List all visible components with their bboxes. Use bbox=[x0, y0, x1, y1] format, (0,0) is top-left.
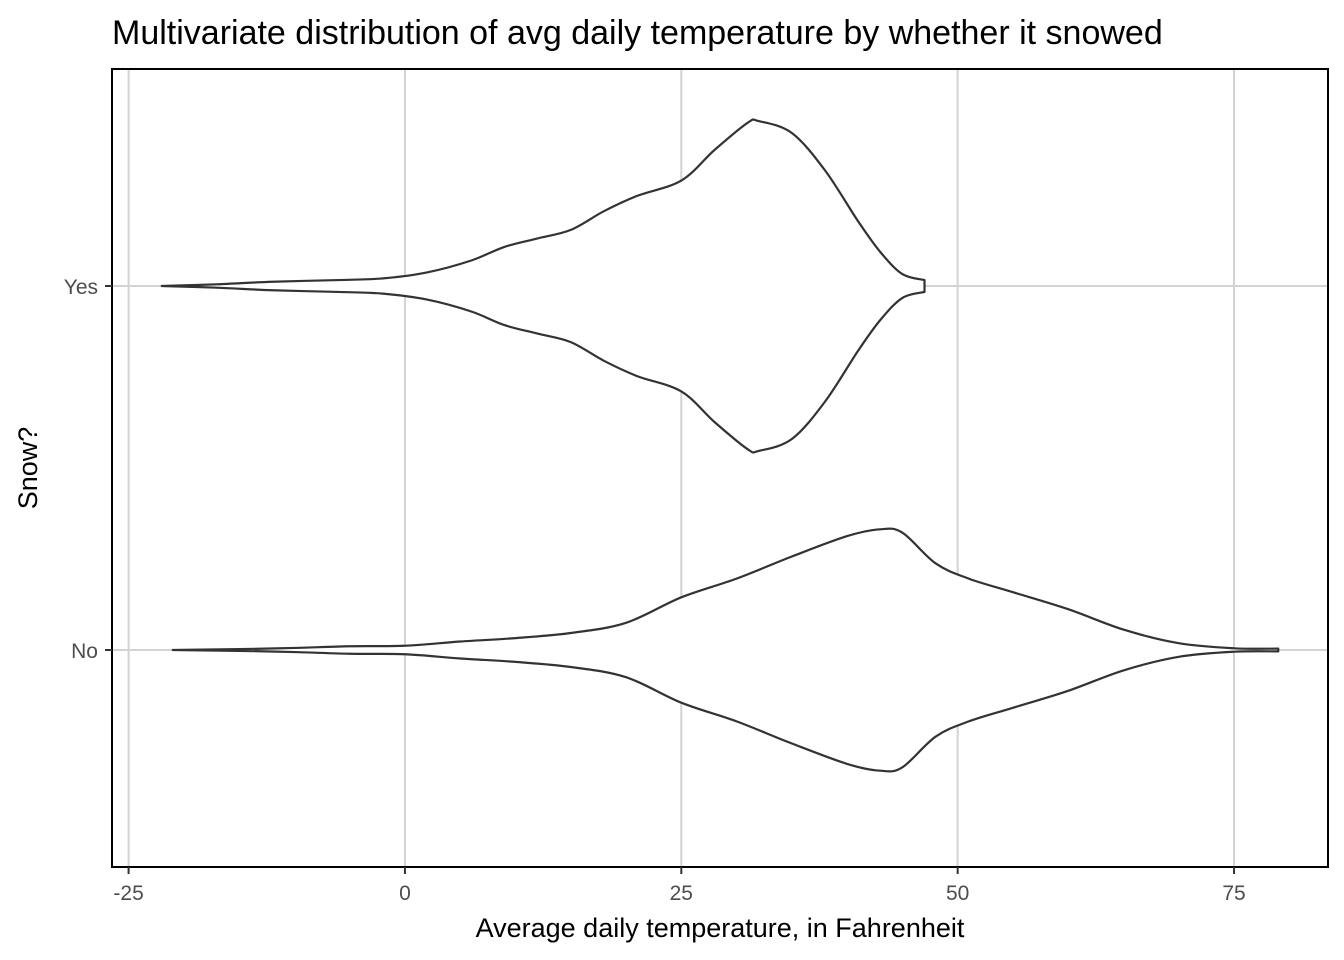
y-axis: Yes No bbox=[64, 276, 112, 663]
chart-title: Multivariate distribution of avg daily t… bbox=[112, 14, 1163, 52]
panel-border bbox=[111, 68, 1329, 868]
x-tick-label: 50 bbox=[946, 882, 969, 905]
x-axis-title: Average daily temperature, in Fahrenheit bbox=[476, 913, 965, 943]
x-axis: -25 0 25 50 75 bbox=[113, 867, 1246, 905]
x-tick-label: 25 bbox=[670, 882, 693, 905]
violin-no bbox=[171, 527, 1280, 773]
violins bbox=[160, 118, 1280, 773]
y-axis-title: Snow? bbox=[13, 427, 43, 510]
y-tick-label: Yes bbox=[64, 276, 98, 299]
violin-yes bbox=[160, 118, 926, 454]
y-tick-label: No bbox=[71, 640, 98, 663]
x-tick-label: -25 bbox=[113, 882, 143, 905]
x-tick-label: 0 bbox=[399, 882, 411, 905]
x-tick-label: 75 bbox=[1222, 882, 1245, 905]
